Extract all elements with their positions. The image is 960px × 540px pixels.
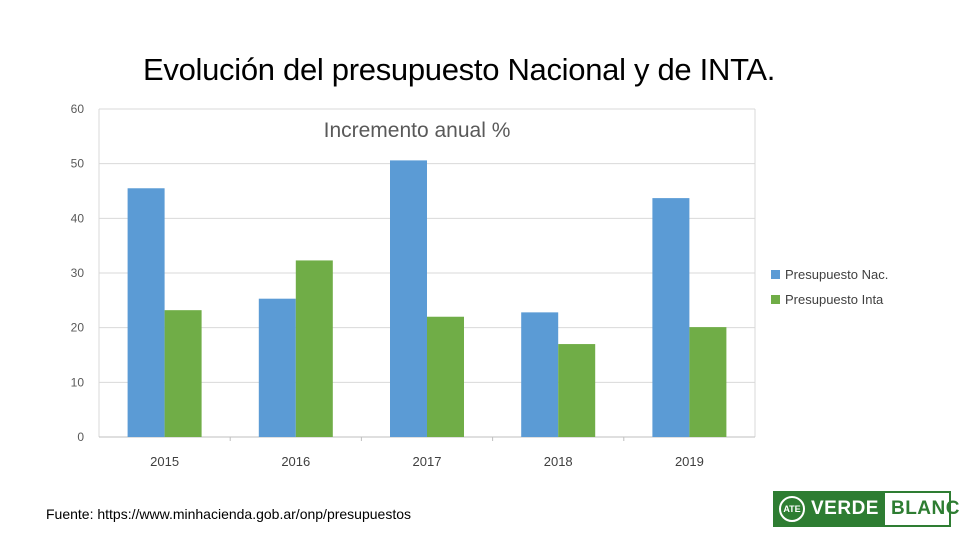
bar-presupuesto-inta-2016: [295, 260, 333, 437]
bar-presupuesto-inta-2018: [558, 344, 596, 437]
legend-swatch: [771, 295, 780, 304]
legend-label: Presupuesto Nac.: [785, 267, 888, 282]
y-tick-label: 40: [71, 211, 85, 225]
y-tick-label: 30: [71, 266, 85, 280]
source-citation: Fuente: https://www.minhacienda.gob.ar/o…: [46, 506, 411, 522]
bar-presupuesto-inta-2019: [689, 327, 727, 437]
bar-presupuesto-inta-2015: [164, 310, 202, 437]
y-tick-label: 20: [71, 321, 85, 335]
bar-presupuesto-nac-2015: [127, 188, 165, 437]
ate-emblem-icon: ATE: [779, 496, 805, 522]
x-tick-label: 2016: [281, 454, 310, 469]
bar-presupuesto-nac-2019: [652, 198, 690, 437]
y-tick-label: 0: [77, 430, 84, 444]
x-tick-label: 2017: [413, 454, 442, 469]
logo-word-blanca: BLANCA: [890, 498, 960, 519]
y-tick-label: 10: [71, 375, 85, 389]
x-tick-label: 2018: [544, 454, 573, 469]
legend-swatch: [771, 270, 780, 279]
x-tick-label: 2019: [675, 454, 704, 469]
bar-presupuesto-nac-2017: [390, 160, 427, 438]
legend-label: Presupuesto Inta: [785, 292, 884, 307]
verde-blanca-logo: ATE VERDE BLANCA: [773, 491, 960, 527]
chart-title: Incremento anual %: [324, 119, 511, 142]
slide-title: Evolución del presupuesto Nacional y de …: [143, 52, 776, 87]
bar-presupuesto-inta-2017: [427, 316, 464, 437]
y-tick-label: 60: [71, 102, 85, 116]
bar-presupuesto-nac-2016: [258, 298, 296, 437]
bar-presupuesto-nac-2018: [521, 312, 559, 437]
x-tick-label: 2015: [150, 454, 179, 469]
logo-word-verde: VERDE: [811, 498, 879, 519]
logo-green-block: ATE VERDE: [775, 493, 885, 525]
y-tick-label: 50: [71, 157, 85, 171]
